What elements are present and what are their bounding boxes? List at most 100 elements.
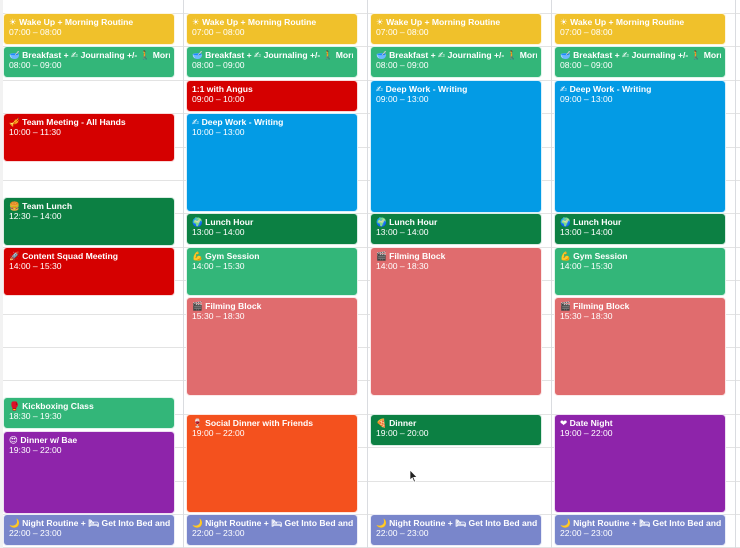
event-filming-block[interactable]: 🎬 Filming Block 15:30 – 18:30 bbox=[554, 297, 726, 396]
event-night-routine-get-into-bed-and-r[interactable]: 🌙 Night Routine + 🛏 Get Into Bed and 📖 R… bbox=[554, 514, 726, 546]
event-deep-work-writing[interactable]: ✍ Deep Work - Writing 09:00 – 13:00 bbox=[554, 80, 726, 213]
event-time: 07:00 – 08:00 bbox=[192, 27, 245, 37]
event-time: 07:00 – 08:00 bbox=[376, 27, 429, 37]
event-time: 13:00 – 14:00 bbox=[376, 227, 429, 237]
event-lunch-hour[interactable]: 🌍 Lunch Hour 13:00 – 14:00 bbox=[554, 213, 726, 245]
event-time: 19:30 – 22:00 bbox=[9, 445, 62, 455]
event-team-lunch[interactable]: 🍔 Team Lunch 12:30 – 14:00 bbox=[3, 197, 175, 246]
event-time: 14:00 – 18:30 bbox=[376, 261, 429, 271]
event-wake-up-morning-routine[interactable]: ☀ Wake Up + Morning Routine 07:00 – 08:00 bbox=[186, 13, 358, 45]
event-time: 10:00 – 13:00 bbox=[192, 127, 245, 137]
day-divider bbox=[367, 0, 368, 548]
event-1-1-with-angus[interactable]: 1:1 with Angus 09:00 – 10:00 bbox=[186, 80, 358, 112]
event-time: 13:00 – 14:00 bbox=[560, 227, 613, 237]
event-title: 🌍 Lunch Hour bbox=[376, 217, 438, 227]
event-kickboxing-class[interactable]: 🥊 Kickboxing Class 18:30 – 19:30 bbox=[3, 397, 175, 429]
event-title: 1:1 with Angus bbox=[192, 84, 253, 94]
event-dinner[interactable]: 🍕 Dinner 19:00 – 20:00 bbox=[370, 414, 542, 446]
event-filming-block[interactable]: 🎬 Filming Block 15:30 – 18:30 bbox=[186, 297, 358, 396]
event-title: 🥣 Breakfast + ✍ Journaling +/- 🚶 Morning bbox=[560, 50, 721, 60]
event-title: 🍷 Social Dinner with Friends bbox=[192, 418, 314, 428]
event-time: 13:00 – 14:00 bbox=[192, 227, 245, 237]
event-title: 🌙 Night Routine + 🛏 Get Into Bed and 📖 R bbox=[192, 518, 353, 528]
event-night-routine-get-into-bed-and-r[interactable]: 🌙 Night Routine + 🛏 Get Into Bed and 📖 R… bbox=[3, 514, 175, 546]
hour-gridline bbox=[0, 447, 740, 448]
event-title: ☀ Wake Up + Morning Routine bbox=[9, 17, 134, 27]
event-time: 14:00 – 15:30 bbox=[560, 261, 613, 271]
event-title: ✍ Deep Work - Writing bbox=[560, 84, 652, 94]
event-time: 14:00 – 15:30 bbox=[192, 261, 245, 271]
event-title: ☀ Wake Up + Morning Routine bbox=[560, 17, 685, 27]
event-gym-session[interactable]: 💪 Gym Session 14:00 – 15:30 bbox=[554, 247, 726, 296]
event-time: 07:00 – 08:00 bbox=[560, 27, 613, 37]
event-time: 08:00 – 09:00 bbox=[376, 60, 429, 70]
event-title: ☀ Wake Up + Morning Routine bbox=[192, 17, 317, 27]
event-time: 15:30 – 18:30 bbox=[560, 311, 613, 321]
event-lunch-hour[interactable]: 🌍 Lunch Hour 13:00 – 14:00 bbox=[370, 213, 542, 245]
event-time: 10:00 – 11:30 bbox=[9, 127, 61, 137]
event-dinner-w-bae[interactable]: 😍 Dinner w/ Bae 19:30 – 22:00 bbox=[3, 431, 175, 514]
event-wake-up-morning-routine[interactable]: ☀ Wake Up + Morning Routine 07:00 – 08:00 bbox=[370, 13, 542, 45]
event-title: 😍 Dinner w/ Bae bbox=[9, 435, 78, 445]
event-lunch-hour[interactable]: 🌍 Lunch Hour 13:00 – 14:00 bbox=[186, 213, 358, 245]
left-scroll-edge bbox=[0, 0, 3, 548]
event-title: 🌙 Night Routine + 🛏 Get Into Bed and 📖 R bbox=[560, 518, 721, 528]
event-deep-work-writing[interactable]: ✍ Deep Work - Writing 09:00 – 13:00 bbox=[370, 80, 542, 213]
event-title: ✍ Deep Work - Writing bbox=[376, 84, 468, 94]
event-filming-block[interactable]: 🎬 Filming Block 14:00 – 18:30 bbox=[370, 247, 542, 396]
event-title: 💪 Gym Session bbox=[192, 251, 260, 261]
event-time: 08:00 – 09:00 bbox=[9, 60, 62, 70]
event-time: 15:30 – 18:30 bbox=[192, 311, 245, 321]
event-time: 22:00 – 23:00 bbox=[376, 528, 429, 538]
event-time: 19:00 – 20:00 bbox=[376, 428, 429, 438]
event-title: 🎬 Filming Block bbox=[560, 301, 630, 311]
event-title: 🎬 Filming Block bbox=[376, 251, 446, 261]
event-content-squad-meeting[interactable]: 🚀 Content Squad Meeting 14:00 – 15:30 bbox=[3, 247, 175, 296]
event-title: 🎺 Team Meeting - All Hands bbox=[9, 117, 126, 127]
event-title: 🎬 Filming Block bbox=[192, 301, 262, 311]
event-title: 💪 Gym Session bbox=[560, 251, 628, 261]
event-breakfast-journaling-morning[interactable]: 🥣 Breakfast + ✍ Journaling +/- 🚶 Morning… bbox=[370, 46, 542, 78]
event-breakfast-journaling-morning[interactable]: 🥣 Breakfast + ✍ Journaling +/- 🚶 Morning… bbox=[554, 46, 726, 78]
event-title: 🍔 Team Lunch bbox=[9, 201, 73, 211]
day-divider bbox=[735, 0, 736, 548]
event-time: 08:00 – 09:00 bbox=[192, 60, 245, 70]
event-night-routine-get-into-bed-and-r[interactable]: 🌙 Night Routine + 🛏 Get Into Bed and 📖 R… bbox=[370, 514, 542, 546]
event-team-meeting-all-hands[interactable]: 🎺 Team Meeting - All Hands 10:00 – 11:30 bbox=[3, 113, 175, 162]
event-time: 19:00 – 22:00 bbox=[192, 428, 245, 438]
event-wake-up-morning-routine[interactable]: ☀ Wake Up + Morning Routine 07:00 – 08:00 bbox=[554, 13, 726, 45]
event-breakfast-journaling-morning[interactable]: 🥣 Breakfast + ✍ Journaling +/- 🚶 Morning… bbox=[3, 46, 175, 78]
event-title: 🥣 Breakfast + ✍ Journaling +/- 🚶 Morning bbox=[9, 50, 170, 60]
event-time: 22:00 – 23:00 bbox=[9, 528, 62, 538]
event-time: 22:00 – 23:00 bbox=[192, 528, 245, 538]
event-title: 🥊 Kickboxing Class bbox=[9, 401, 94, 411]
event-social-dinner-with-friends[interactable]: 🍷 Social Dinner with Friends 19:00 – 22:0… bbox=[186, 414, 358, 513]
event-title: 🍕 Dinner bbox=[376, 418, 417, 428]
event-time: 08:00 – 09:00 bbox=[560, 60, 613, 70]
day-divider bbox=[183, 0, 184, 548]
event-title: 🥣 Breakfast + ✍ Journaling +/- 🚶 Morning bbox=[376, 50, 537, 60]
event-time: 07:00 – 08:00 bbox=[9, 27, 62, 37]
event-breakfast-journaling-morning[interactable]: 🥣 Breakfast + ✍ Journaling +/- 🚶 Morning… bbox=[186, 46, 358, 78]
event-date-night[interactable]: ❤ Date Night 19:00 – 22:00 bbox=[554, 414, 726, 513]
event-wake-up-morning-routine[interactable]: ☀ Wake Up + Morning Routine 07:00 – 08:00 bbox=[3, 13, 175, 45]
event-time: 09:00 – 13:00 bbox=[560, 94, 613, 104]
event-gym-session[interactable]: 💪 Gym Session 14:00 – 15:30 bbox=[186, 247, 358, 296]
event-time: 12:30 – 14:00 bbox=[9, 211, 62, 221]
event-title: ❤ Date Night bbox=[560, 418, 613, 428]
event-time: 09:00 – 10:00 bbox=[192, 94, 245, 104]
event-title: 🌍 Lunch Hour bbox=[192, 217, 254, 227]
event-title: 🌙 Night Routine + 🛏 Get Into Bed and 📖 R bbox=[376, 518, 537, 528]
event-title: ☀ Wake Up + Morning Routine bbox=[376, 17, 501, 27]
event-title: 🌍 Lunch Hour bbox=[560, 217, 622, 227]
event-time: 18:30 – 19:30 bbox=[9, 411, 62, 421]
event-night-routine-get-into-bed-and-r[interactable]: 🌙 Night Routine + 🛏 Get Into Bed and 📖 R… bbox=[186, 514, 358, 546]
event-time: 19:00 – 22:00 bbox=[560, 428, 613, 438]
event-title: 🚀 Content Squad Meeting bbox=[9, 251, 119, 261]
event-time: 14:00 – 15:30 bbox=[9, 261, 62, 271]
event-title: ✍ Deep Work - Writing bbox=[192, 117, 284, 127]
day-divider bbox=[551, 0, 552, 548]
event-title: 🥣 Breakfast + ✍ Journaling +/- 🚶 Morning bbox=[192, 50, 353, 60]
event-deep-work-writing[interactable]: ✍ Deep Work - Writing 10:00 – 13:00 bbox=[186, 113, 358, 212]
event-time: 22:00 – 23:00 bbox=[560, 528, 613, 538]
